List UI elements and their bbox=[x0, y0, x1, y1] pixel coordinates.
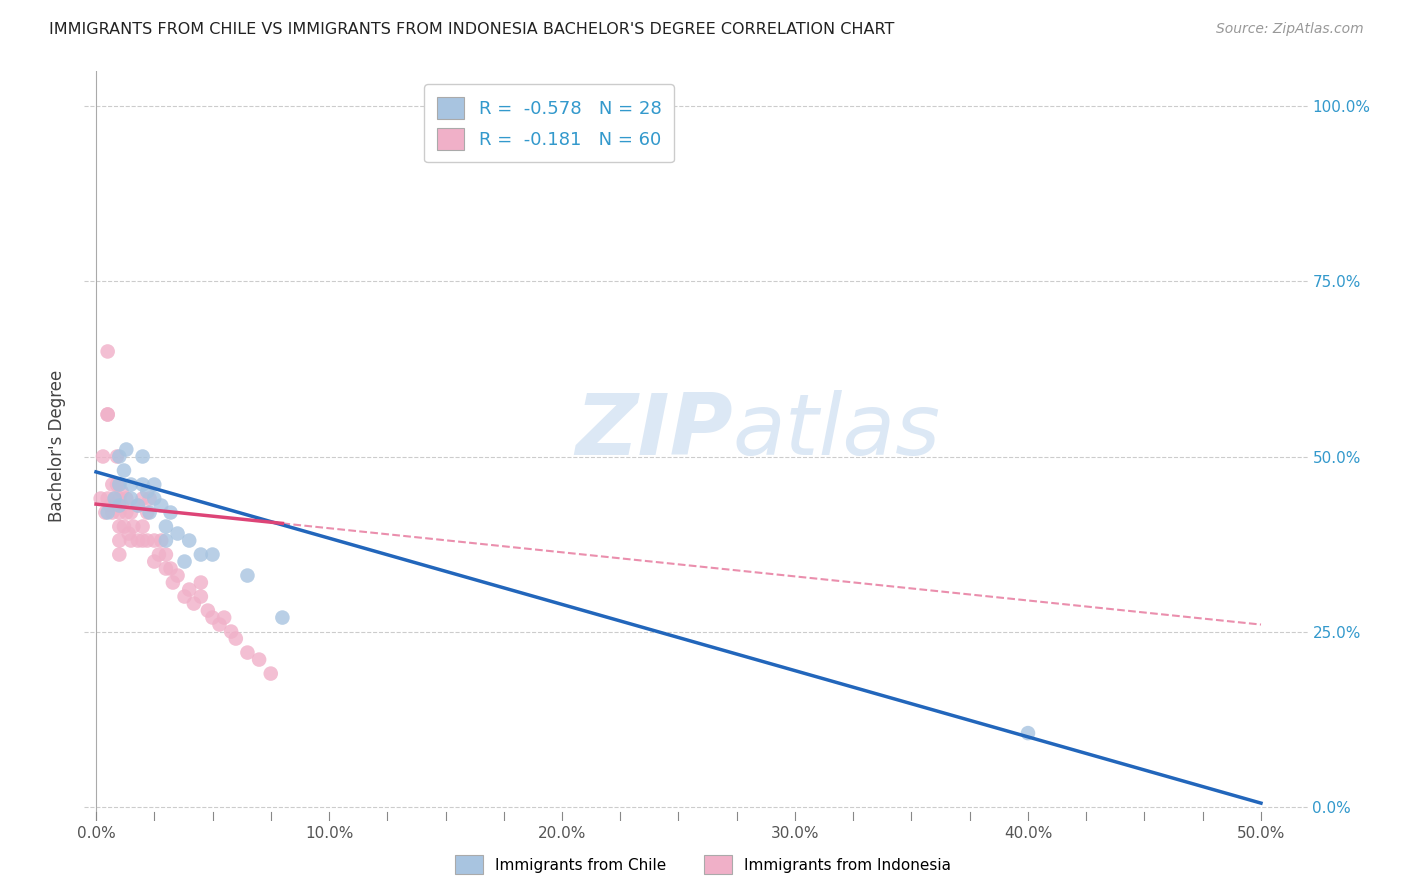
Point bbox=[159, 506, 181, 520]
Text: Source: ZipAtlas.com: Source: ZipAtlas.com bbox=[1216, 22, 1364, 37]
Point bbox=[108, 548, 131, 562]
Point bbox=[179, 533, 201, 548]
Point bbox=[98, 499, 121, 513]
Point bbox=[120, 491, 142, 506]
Point bbox=[117, 526, 139, 541]
Point bbox=[143, 555, 166, 569]
Point bbox=[104, 491, 127, 506]
Point bbox=[101, 506, 124, 520]
Point bbox=[108, 477, 131, 491]
Point bbox=[131, 519, 153, 533]
Text: IMMIGRANTS FROM CHILE VS IMMIGRANTS FROM INDONESIA BACHELOR'S DEGREE CORRELATION: IMMIGRANTS FROM CHILE VS IMMIGRANTS FROM… bbox=[49, 22, 894, 37]
Point bbox=[104, 499, 127, 513]
Point bbox=[136, 533, 159, 548]
Point bbox=[115, 442, 138, 457]
Point bbox=[97, 408, 120, 422]
Point bbox=[219, 624, 242, 639]
Point bbox=[162, 575, 184, 590]
Point bbox=[143, 477, 166, 491]
Point bbox=[127, 499, 149, 513]
Point bbox=[101, 477, 124, 491]
Point bbox=[108, 477, 131, 491]
Point bbox=[91, 450, 114, 464]
Point bbox=[212, 610, 235, 624]
Point bbox=[97, 506, 120, 520]
Point bbox=[112, 463, 135, 477]
Point bbox=[271, 610, 294, 624]
Point bbox=[108, 506, 131, 520]
Point bbox=[143, 533, 166, 548]
Text: atlas: atlas bbox=[733, 390, 941, 473]
Point bbox=[150, 533, 173, 548]
Point bbox=[97, 408, 120, 422]
Legend: Immigrants from Chile, Immigrants from Indonesia: Immigrants from Chile, Immigrants from I… bbox=[449, 849, 957, 880]
Point bbox=[1017, 726, 1039, 740]
Point bbox=[105, 450, 128, 464]
Point bbox=[201, 610, 224, 624]
Point bbox=[173, 555, 195, 569]
Point bbox=[108, 499, 131, 513]
Y-axis label: Bachelor's Degree: Bachelor's Degree bbox=[48, 370, 66, 522]
Legend: R =  -0.578   N = 28, R =  -0.181   N = 60: R = -0.578 N = 28, R = -0.181 N = 60 bbox=[425, 84, 673, 162]
Point bbox=[150, 499, 173, 513]
Point bbox=[97, 344, 120, 359]
Point bbox=[247, 652, 270, 666]
Point bbox=[190, 575, 212, 590]
Point bbox=[197, 603, 219, 617]
Text: ZIP: ZIP bbox=[575, 390, 733, 473]
Point bbox=[120, 533, 142, 548]
Point bbox=[120, 477, 142, 491]
Point bbox=[131, 491, 153, 506]
Point bbox=[190, 548, 212, 562]
Point bbox=[183, 597, 205, 611]
Point bbox=[179, 582, 201, 597]
Point bbox=[105, 477, 128, 491]
Point bbox=[127, 533, 149, 548]
Point bbox=[166, 568, 188, 582]
Point bbox=[190, 590, 212, 604]
Point bbox=[155, 533, 177, 548]
Point bbox=[236, 568, 259, 582]
Point bbox=[108, 519, 131, 533]
Point bbox=[155, 561, 177, 575]
Point bbox=[208, 617, 231, 632]
Point bbox=[148, 548, 170, 562]
Point bbox=[122, 519, 145, 533]
Point bbox=[131, 477, 153, 491]
Point bbox=[201, 548, 224, 562]
Point bbox=[108, 450, 131, 464]
Point bbox=[112, 519, 135, 533]
Point bbox=[108, 491, 131, 506]
Point bbox=[127, 499, 149, 513]
Point bbox=[115, 491, 138, 506]
Point bbox=[225, 632, 247, 646]
Point bbox=[136, 506, 159, 520]
Point bbox=[236, 646, 259, 660]
Point bbox=[104, 491, 127, 506]
Point bbox=[108, 533, 131, 548]
Point bbox=[111, 499, 134, 513]
Point bbox=[138, 506, 160, 520]
Point bbox=[138, 491, 160, 506]
Point bbox=[166, 526, 188, 541]
Point bbox=[97, 491, 120, 506]
Point bbox=[115, 506, 138, 520]
Point bbox=[111, 484, 134, 499]
Point bbox=[94, 506, 117, 520]
Point bbox=[131, 533, 153, 548]
Point bbox=[173, 590, 195, 604]
Point bbox=[131, 450, 153, 464]
Point bbox=[155, 548, 177, 562]
Point bbox=[155, 519, 177, 533]
Point bbox=[260, 666, 283, 681]
Point bbox=[143, 491, 166, 506]
Point bbox=[90, 491, 112, 506]
Point bbox=[136, 484, 159, 499]
Point bbox=[120, 506, 142, 520]
Point bbox=[159, 561, 181, 575]
